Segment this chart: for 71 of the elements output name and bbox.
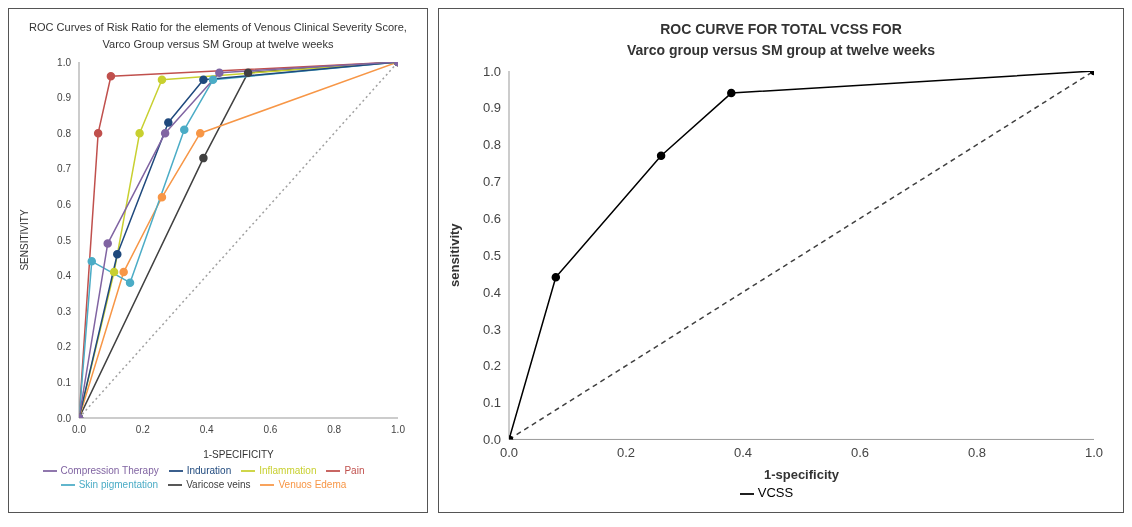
y-axis-title: SENSITIVITY (18, 209, 30, 271)
point (195, 128, 205, 138)
legend-label: Compression Therapy (60, 464, 159, 476)
y-tick-label: 0.1 (57, 376, 72, 388)
point (160, 128, 170, 138)
point (93, 128, 103, 138)
y-tick-label: 0.5 (482, 247, 501, 263)
legend-label: Skin pigmentation (78, 478, 159, 490)
y-tick-label: 0.6 (482, 210, 501, 226)
y-tick-label: 0.1 (482, 395, 501, 411)
x-tick-label: 0.8 (967, 444, 987, 460)
point (208, 75, 218, 85)
y-tick-label: 1.0 (57, 56, 72, 68)
point (125, 278, 135, 287)
y-tick-label: 0.2 (482, 358, 501, 374)
point (656, 151, 666, 160)
point (135, 128, 144, 138)
y-tick-label: 0.2 (57, 341, 72, 353)
legend-label: Pain (344, 464, 365, 476)
x-tick-label: 0.8 (327, 424, 342, 436)
chart-title: ROC CURVE FOR TOTAL VCSS FOR Varco group versus SM group at twelve weeks (625, 20, 937, 60)
legend-label: Varicose veins (186, 478, 251, 490)
legend-label: Inflammation (259, 464, 317, 476)
x-tick-label: 1.0 (1084, 444, 1104, 460)
y-tick-label: 0.3 (482, 321, 501, 337)
x-tick-label: 0.4 (733, 444, 753, 460)
x-tick-label: 0.6 (850, 444, 870, 460)
point (119, 267, 128, 277)
point (157, 75, 167, 85)
point (551, 273, 561, 282)
x-axis-title: 1-SPECIFICITY (203, 449, 275, 460)
x-tick-label: 0.2 (616, 444, 636, 460)
point (199, 153, 208, 163)
y-tick-label: 1.0 (482, 63, 501, 79)
point (87, 257, 97, 266)
y-tick-label: 0.8 (57, 127, 72, 139)
y-tick-label: 0.7 (57, 163, 72, 175)
point (727, 88, 736, 98)
point (109, 267, 119, 277)
y-tick-label: 0.4 (482, 284, 501, 300)
x-tick-label: 1.0 (391, 424, 406, 436)
legend-label: VCSS (757, 485, 794, 501)
legend-label: Induration (186, 464, 232, 476)
y-tick-label: 0.9 (482, 100, 501, 116)
y-tick-label: 0.6 (57, 198, 72, 210)
point (164, 118, 173, 127)
y-tick-label: 0.0 (57, 412, 72, 424)
point (157, 193, 167, 202)
y-axis-title: sensitivity (446, 222, 462, 288)
x-tick-label: 0.0 (72, 424, 87, 436)
point (106, 71, 116, 81)
x-tick-label: 0.0 (499, 444, 519, 460)
point (243, 68, 253, 77)
y-tick-label: 0.9 (57, 92, 72, 104)
y-tick-label: 0.5 (57, 234, 72, 246)
x-tick-label: 0.6 (263, 424, 278, 436)
x-tick-label: 0.2 (135, 424, 151, 436)
point (103, 239, 112, 248)
x-tick-label: 0.4 (199, 424, 214, 436)
point (113, 249, 122, 259)
y-tick-label: 0.7 (482, 174, 501, 190)
point (180, 125, 189, 134)
y-tick-label: 0.8 (482, 137, 501, 153)
point (215, 68, 224, 77)
point (199, 75, 208, 85)
y-tick-label: 0.3 (57, 305, 72, 317)
x-axis-title: 1-specificity (763, 467, 840, 483)
y-tick-label: 0.4 (57, 270, 72, 282)
chart-title: ROC Curves of Risk Ratio for the elements of Venous Clinical Severity Score, Varco Group versus SM Group at twelve weeks (28, 20, 408, 52)
legend-label: Venuos Edema (278, 478, 347, 490)
line-series (509, 71, 1094, 440)
